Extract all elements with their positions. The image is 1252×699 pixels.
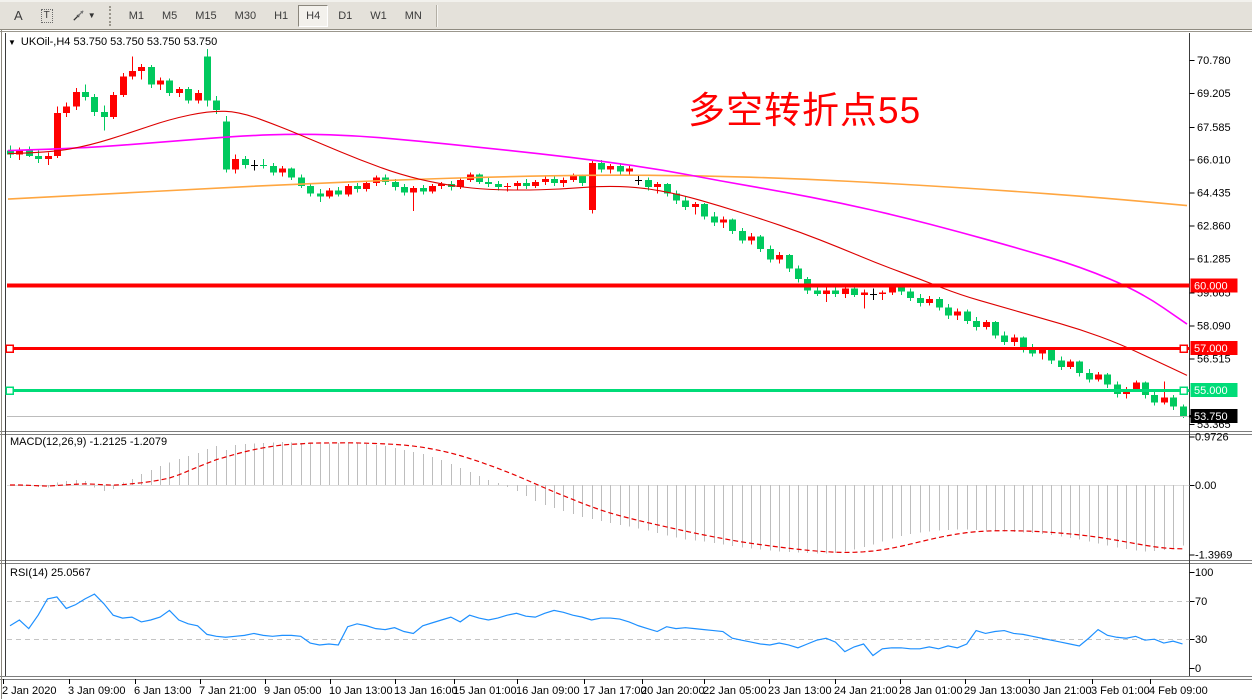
- macd-panel: 0.9726 0.00 -1.3969: [7, 432, 1232, 561]
- chart-annotation-text[interactable]: 多空转折点55: [688, 90, 922, 131]
- svg-text:9 Jan 05:00: 9 Jan 05:00: [264, 685, 322, 697]
- price-badge-55.000: [1190, 382, 1238, 397]
- svg-text:7 Jan 21:00: 7 Jan 21:00: [199, 685, 257, 697]
- rsi-indicator-label: RSI(14) 25.0567: [10, 567, 91, 579]
- svg-text:55.000: 55.000: [1194, 385, 1228, 397]
- svg-text:0.9726: 0.9726: [1195, 432, 1229, 444]
- svg-text:4 Feb 09:00: 4 Feb 09:00: [1149, 685, 1208, 697]
- svg-text:13 Jan 16:00: 13 Jan 16:00: [394, 685, 458, 697]
- price-badge-57.000: [1190, 341, 1238, 356]
- svg-text:58.090: 58.090: [1197, 320, 1231, 332]
- svg-text:69.205: 69.205: [1197, 88, 1231, 100]
- candles: [7, 49, 1187, 419]
- hline-handle[interactable]: [1179, 344, 1188, 353]
- symbol-ohlc-text: UKOil-,H4 53.750 53.750 53.750 53.750: [20, 36, 218, 48]
- toolbar-grip[interactable]: [108, 5, 116, 26]
- svg-text:3 Jan 09:00: 3 Jan 09:00: [68, 685, 126, 697]
- svg-text:28 Jan 01:00: 28 Jan 01:00: [899, 685, 963, 697]
- timeframe-button-M5[interactable]: M5: [154, 5, 185, 27]
- moving-averages: [7, 110, 1188, 376]
- svg-text:64.435: 64.435: [1197, 188, 1231, 200]
- panel-borders: [0, 30, 1252, 699]
- svg-text:-1.3969: -1.3969: [1195, 549, 1232, 561]
- symbol-dropdown-icon[interactable]: ▼: [8, 37, 16, 47]
- current-price-badge: [1190, 409, 1238, 423]
- toolbar: A T ▼ M1 M5 M15 M30 H1 H4 D1 W1 MN: [0, 0, 1252, 30]
- svg-text:3 Feb 01:00: 3 Feb 01:00: [1091, 685, 1150, 697]
- svg-text:53.750: 53.750: [1194, 411, 1228, 423]
- svg-text:70: 70: [1195, 596, 1207, 608]
- current-price-line: [7, 415, 1199, 418]
- rsi-line: [9, 593, 1183, 657]
- svg-text:0: 0: [1195, 663, 1201, 675]
- svg-text:30 Jan 21:00: 30 Jan 21:00: [1028, 685, 1092, 697]
- timeframe-button-H1[interactable]: H1: [266, 5, 296, 27]
- arrows-icon: [73, 10, 84, 21]
- text-label-icon: T: [40, 8, 53, 23]
- timeframe-button-M1[interactable]: M1: [121, 5, 152, 27]
- svg-text:0.00: 0.00: [1195, 480, 1216, 492]
- timeframe-button-W1[interactable]: W1: [362, 5, 395, 27]
- svg-text:16 Jan 09:00: 16 Jan 09:00: [516, 685, 580, 697]
- svg-text:2 Jan 2020: 2 Jan 2020: [2, 685, 56, 697]
- timeframe-button-D1[interactable]: D1: [330, 5, 360, 27]
- price-badge-60.000: [1190, 278, 1238, 293]
- svg-text:24 Jan 21:00: 24 Jan 21:00: [834, 685, 898, 697]
- horizontal-line-objects[interactable]: [5, 283, 1190, 395]
- svg-text:100: 100: [1195, 567, 1213, 579]
- timeframe-button-MN[interactable]: MN: [397, 5, 430, 27]
- hline-handle[interactable]: [5, 344, 14, 353]
- svg-text:56.515: 56.515: [1197, 353, 1231, 365]
- svg-text:61.285: 61.285: [1197, 254, 1231, 266]
- text-a-tool-button[interactable]: A: [6, 5, 31, 27]
- svg-text:15 Jan 01:00: 15 Jan 01:00: [453, 685, 517, 697]
- timeframe-button-H4[interactable]: H4: [298, 4, 329, 27]
- timeframe-button-M15[interactable]: M15: [187, 5, 224, 27]
- macd-signal-line: [10, 442, 1183, 554]
- svg-text:70.780: 70.780: [1197, 55, 1231, 67]
- hline-handle[interactable]: [5, 386, 14, 395]
- rsi-panel: 100 70 30 0: [7, 567, 1213, 675]
- svg-text:10 Jan 13:00: 10 Jan 13:00: [329, 685, 393, 697]
- macd-indicator-label: MACD(12,26,9) -1.2125 -1.2079: [10, 436, 168, 448]
- chart-title: ▼ UKOil-,H4 53.750 53.750 53.750 53.750: [8, 36, 217, 48]
- svg-text:67.585: 67.585: [1197, 122, 1231, 134]
- svg-text:62.860: 62.860: [1197, 221, 1231, 233]
- svg-text:17 Jan 17:00: 17 Jan 17:00: [583, 685, 647, 697]
- svg-text:57.000: 57.000: [1194, 343, 1228, 355]
- text-label-tool-button[interactable]: T: [33, 5, 61, 27]
- chevron-down-icon: ▼: [87, 11, 96, 20]
- price-axis[interactable]: 70.780 69.205 67.585 66.010 64.435 62.860 61.2…: [1189, 55, 1238, 431]
- time-axis[interactable]: 2 Jan 2020 3 Jan 09:00 6 Jan 13:00 7 Jan 21…: [2, 679, 1208, 697]
- svg-text:22 Jan 05:00: 22 Jan 05:00: [703, 685, 767, 697]
- hline-handle[interactable]: [1179, 386, 1188, 395]
- svg-text:23 Jan 13:00: 23 Jan 13:00: [768, 685, 832, 697]
- svg-text:29 Jan 13:00: 29 Jan 13:00: [964, 685, 1028, 697]
- timeframe-button-M30[interactable]: M30: [227, 5, 264, 27]
- svg-text:60.000: 60.000: [1194, 280, 1228, 292]
- svg-text:20 Jan 20:00: 20 Jan 20:00: [641, 685, 705, 697]
- svg-text:30: 30: [1195, 634, 1207, 646]
- svg-text:66.010: 66.010: [1197, 155, 1231, 167]
- svg-text:6 Jan 13:00: 6 Jan 13:00: [134, 685, 192, 697]
- toolbar-separator: [435, 4, 438, 27]
- arrows-tool-button[interactable]: ▼: [63, 5, 104, 27]
